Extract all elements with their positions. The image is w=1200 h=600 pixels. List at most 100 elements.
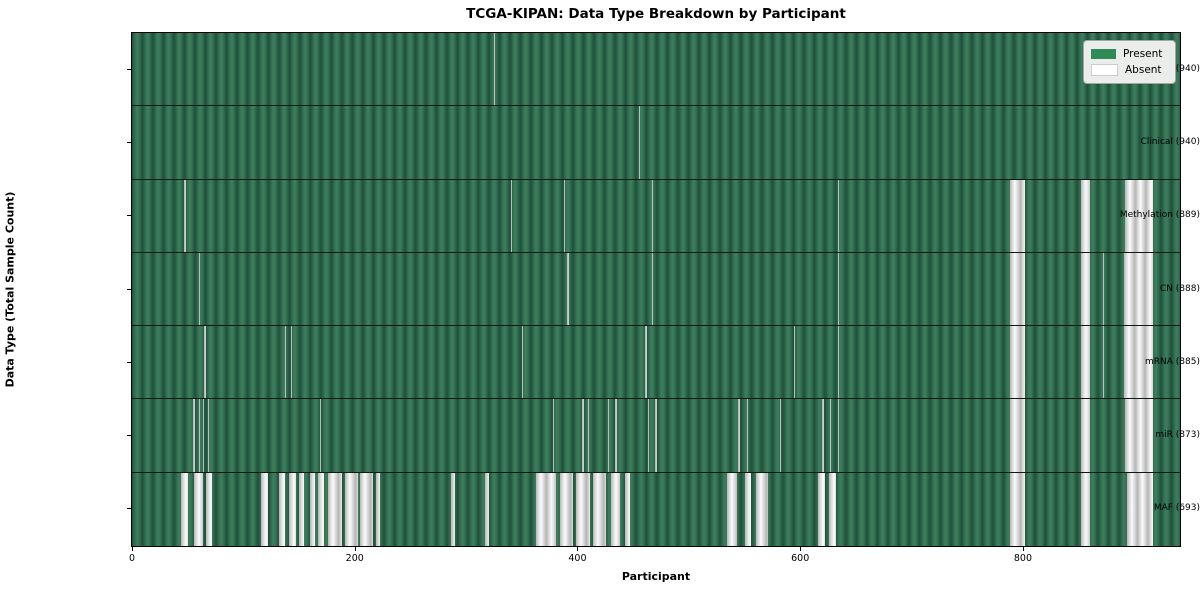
absent-stripe — [485, 472, 490, 546]
legend: Present Absent — [1083, 40, 1176, 84]
absent-stripe — [829, 472, 836, 546]
absent-stripe — [780, 399, 782, 472]
absent-stripe — [645, 326, 647, 399]
absent-stripe — [203, 399, 205, 472]
absent-stripe — [587, 399, 589, 472]
y-tick-label: Methylation (889) — [1119, 210, 1200, 221]
absent-stripe — [450, 472, 455, 546]
heatmap-row-Clinical — [132, 106, 1180, 180]
y-tick-label: Clinical (940) — [1140, 136, 1200, 147]
absent-stripe — [360, 472, 373, 546]
x-tick-label: 800 — [1013, 553, 1033, 564]
absent-stripe — [279, 472, 285, 546]
absent-stripe — [593, 472, 607, 546]
y-tick-mark — [127, 215, 131, 217]
absent-stripe — [317, 472, 324, 546]
y-axis-label: Data Type (Total Sample Count) — [3, 191, 17, 388]
absent-stripe — [1009, 326, 1026, 399]
absent-stripe — [289, 472, 296, 546]
absent-stripe — [625, 472, 630, 546]
absent-stripe — [755, 472, 768, 546]
absent-stripe — [822, 399, 824, 472]
x-tick-label: 0 — [128, 553, 136, 564]
heatmap-row-CN — [132, 252, 1180, 327]
absent-stripe — [181, 472, 188, 546]
absent-stripe — [536, 472, 557, 546]
legend-label-present: Present — [1123, 48, 1163, 60]
absent-stripe — [647, 399, 649, 472]
absent-stripe — [299, 472, 304, 546]
absent-stripe — [291, 326, 293, 399]
x-tick-label: 400 — [568, 553, 587, 564]
absent-stripe — [1009, 399, 1026, 472]
y-tick-label: miR (873) — [1155, 430, 1200, 441]
absent-stripe — [198, 399, 200, 472]
absent-stripe — [567, 252, 569, 326]
absent-stripe — [1009, 472, 1026, 546]
absent-stripe — [1125, 179, 1154, 252]
absent-stripe — [818, 472, 825, 546]
y-tick-mark — [127, 288, 131, 290]
absent-stripe — [610, 472, 620, 546]
y-tick-label: BCR (940) — [1154, 63, 1200, 74]
y-tick-label: MAF (693) — [1153, 503, 1200, 514]
absent-stripe — [615, 399, 617, 472]
absent-stripe — [207, 399, 209, 472]
absent-stripe — [204, 326, 206, 399]
absent-stripe — [1080, 326, 1090, 399]
absent-stripe — [1009, 179, 1026, 252]
absent-stripe — [375, 472, 381, 546]
y-tick-mark — [127, 508, 131, 510]
absent-stripe — [1124, 326, 1154, 399]
absent-stripe — [1080, 472, 1090, 546]
absent-stripe — [1080, 252, 1090, 326]
absent-stripe — [744, 472, 752, 546]
absent-stripe — [1124, 252, 1154, 326]
absent-stripe — [838, 399, 840, 472]
absent-stripe — [1009, 252, 1026, 326]
absent-stripe — [310, 472, 315, 546]
absent-stripe — [838, 252, 840, 326]
absent-stripe — [838, 179, 840, 252]
absent-stripe — [184, 179, 186, 252]
x-axis-label: Participant — [621, 570, 691, 583]
heatmap-row-miR — [132, 399, 1180, 473]
x-tick-mark — [800, 547, 802, 551]
legend-item-present: Present — [1091, 46, 1167, 62]
absent-stripe — [559, 472, 574, 546]
x-tick-label: 200 — [345, 553, 364, 564]
y-tick-label: CN (888) — [1159, 283, 1200, 294]
absent-stripe — [1080, 179, 1090, 252]
y-tick-mark — [127, 435, 131, 437]
absent-stripe — [521, 326, 523, 399]
absent-stripe — [205, 472, 213, 546]
absent-stripe — [726, 472, 737, 546]
absent-stripe — [576, 472, 590, 546]
absent-stripe — [652, 179, 654, 252]
y-tick-mark — [127, 361, 131, 363]
absent-stripe — [1103, 326, 1105, 399]
absent-stripe — [1080, 399, 1090, 472]
absent-stripe — [607, 399, 609, 472]
x-tick-mark — [132, 547, 133, 551]
absent-stripe — [328, 472, 343, 546]
absent-stripe — [344, 472, 359, 546]
heatmap-row-BCR — [132, 33, 1180, 107]
absent-stripe — [1125, 399, 1154, 472]
x-tick-label: 600 — [791, 553, 810, 564]
x-tick-mark — [1022, 547, 1024, 551]
legend-label-absent: Absent — [1125, 64, 1162, 76]
plot-area — [131, 32, 1181, 547]
absent-stripe — [793, 326, 795, 399]
absent-stripe — [746, 399, 748, 472]
absent-stripe — [830, 399, 832, 472]
absent-stripe — [737, 399, 741, 472]
absent-stripe — [493, 33, 496, 106]
y-tick-label: mRNA (885) — [1145, 356, 1200, 367]
heatmap-row-mRNA — [132, 326, 1180, 400]
absent-stripe — [1103, 252, 1105, 326]
absent-stripe — [194, 472, 204, 546]
chart-title: TCGA-KIPAN: Data Type Breakdown by Parti… — [466, 6, 846, 22]
present-swatch — [1091, 49, 1116, 59]
